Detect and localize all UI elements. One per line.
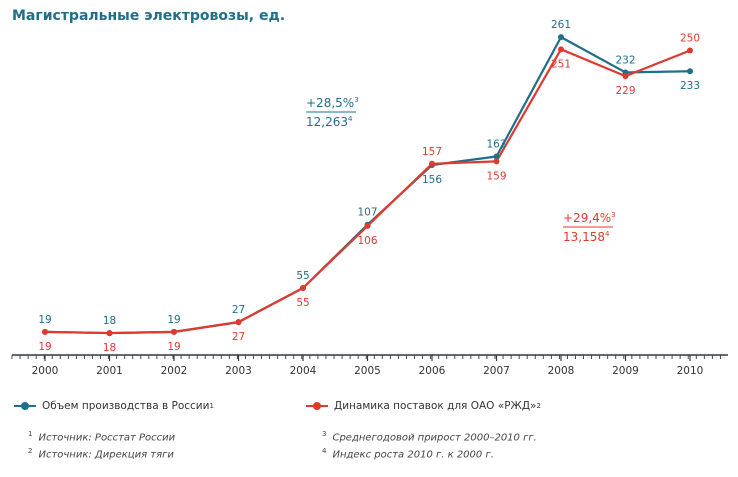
data-label-0: 55: [296, 270, 309, 282]
footnote-1: 1 Источник: Росстат России: [28, 430, 176, 444]
x-tick-label: 2000: [32, 365, 59, 377]
footnote-2: 2 Источник: Дирекция тяги: [28, 447, 174, 461]
x-tick-label: 2002: [161, 365, 188, 377]
series-line-1: [44, 48, 691, 335]
data-label-1: 157: [422, 146, 442, 158]
legend-item-deliveries: Динамика поставок для ОАО «РЖД» 2: [306, 400, 541, 412]
footnote-4: 4 Индекс роста 2010 г. к 2000 г.: [322, 447, 494, 461]
footnote-3: 3 Среднегодовой прирост 2000–2010 гг.: [322, 430, 537, 444]
legend-label-production: Объем производства в России: [42, 400, 210, 412]
data-label-0: 232: [615, 54, 635, 66]
legend-ref-production: 1: [209, 402, 214, 410]
data-point-1: [235, 319, 242, 326]
data-point-1: [300, 285, 306, 292]
x-tick-label: 2010: [677, 365, 704, 377]
data-point-0: [687, 68, 693, 75]
data-label-0: 27: [232, 304, 245, 316]
data-label-1: 250: [680, 33, 700, 45]
data-label-1: 229: [615, 85, 635, 97]
data-label-1: 27: [232, 331, 245, 343]
chart-title: Магистральные электровозы, ед.: [12, 8, 286, 24]
x-tick-label: 2007: [483, 365, 510, 377]
x-tick-label: 2005: [354, 365, 381, 377]
data-label-1: 18: [103, 342, 116, 354]
data-point-1: [687, 47, 693, 54]
index-annotation-ref: 4: [348, 115, 353, 123]
data-label-1: 19: [167, 341, 180, 353]
growth-annotation: +29,4%3: [563, 211, 616, 225]
data-point-0: [493, 153, 500, 160]
data-label-1: 106: [357, 235, 377, 247]
index-annotation: 12,2634: [306, 115, 353, 129]
x-tick-label: 2001: [96, 365, 123, 377]
data-point-1: [42, 328, 48, 335]
x-tick-label: 2003: [225, 365, 252, 377]
data-label-0: 107: [357, 207, 377, 219]
growth-annotation-ref: 3: [611, 211, 615, 219]
data-label-1: 55: [296, 297, 309, 309]
x-tick-label: 2008: [548, 365, 575, 377]
legend-ref-deliveries: 2: [536, 402, 541, 410]
series-line-0: [44, 36, 691, 335]
legend-label-deliveries: Динамика поставок для ОАО «РЖД»: [334, 400, 537, 412]
legend-item-production: Объем производства в России 1: [14, 400, 214, 412]
x-tick-label: 2009: [612, 365, 639, 377]
data-point-1: [171, 328, 177, 335]
data-point-1: [106, 330, 113, 337]
data-label-1: 159: [486, 170, 506, 182]
line-chart: 2000 2001 2002 2003 2004 2005 2006 2007 2008 2009…: [11, 19, 728, 377]
data-point-0: [558, 34, 564, 41]
growth-annotation-ref: 3: [354, 96, 358, 104]
data-point-1: [364, 222, 371, 229]
data-label-0: 156: [422, 174, 442, 186]
legend-swatch-production: [14, 400, 36, 412]
data-label-1: 19: [38, 341, 51, 353]
x-tick-label: 2004: [290, 365, 317, 377]
index-annotation: 13,1584: [563, 230, 610, 244]
x-tick-label: 2006: [419, 365, 446, 377]
growth-annotation: +28,5%3: [306, 96, 359, 110]
data-label-0: 19: [167, 314, 180, 326]
data-point-1: [493, 158, 500, 165]
data-label-0: 19: [38, 314, 51, 326]
data-point-1: [429, 160, 435, 167]
legend-swatch-deliveries: [306, 400, 328, 412]
data-label-1: 251: [551, 58, 571, 70]
index-annotation-ref: 4: [605, 230, 610, 238]
data-point-1: [622, 73, 629, 80]
data-label-0: 18: [103, 315, 116, 327]
data-label-0: 233: [680, 80, 700, 92]
data-label-0: 261: [551, 19, 571, 31]
data-label-0: 163: [486, 138, 506, 150]
data-point-1: [558, 46, 564, 53]
